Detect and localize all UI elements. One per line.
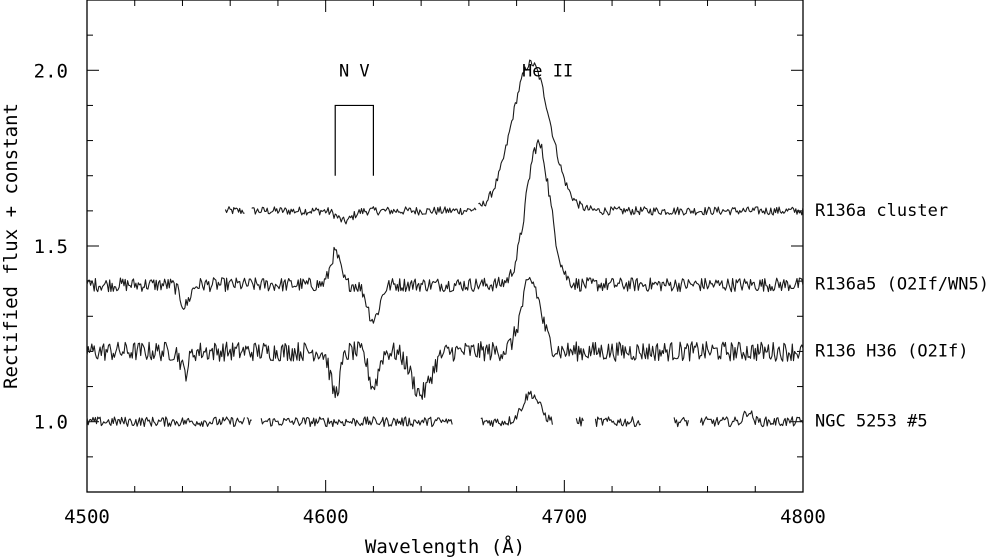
x-tick-label: 4600	[303, 506, 349, 528]
spectrum-series	[86, 59, 804, 428]
series-line-1	[86, 139, 804, 324]
y-tick-label: 1.0	[34, 412, 68, 434]
axis-ticks	[86, 0, 804, 493]
y-tick-label: 1.5	[34, 236, 68, 258]
x-tick-label: 4500	[64, 506, 110, 528]
line-annotation: N V	[339, 61, 370, 81]
plot-frame	[86, 0, 804, 493]
series-line-3	[260, 416, 453, 428]
series-line-3	[86, 416, 246, 428]
series-line-0	[224, 206, 245, 215]
series-label: R136 H36 (O2If)	[815, 341, 969, 361]
series-labels: R136a cluster R136a5 (O2If/WN5) R136 H36 (…	[815, 201, 989, 432]
series-line-3	[480, 390, 553, 428]
x-tick-label: 4800	[780, 506, 826, 528]
y-axis-label: Rectified flux + constant	[0, 103, 22, 389]
series-line-3	[246, 417, 252, 426]
series-line-3	[575, 416, 584, 427]
x-axis-label: Wavelength (Å)	[365, 535, 525, 558]
y-tick-labels: 1.0 1.5 2.0	[34, 60, 68, 433]
series-label: R136a5 (O2If/WN5)	[815, 275, 989, 295]
series-line-2	[86, 276, 804, 400]
y-tick-label: 2.0	[34, 60, 68, 82]
series-label: NGC 5253 #5	[815, 412, 928, 432]
series-line-3	[699, 410, 804, 428]
series-line-0	[478, 59, 804, 216]
series-line-3	[673, 416, 689, 428]
x-tick-labels: 4500 4600 4700 4800	[64, 506, 826, 528]
x-tick-label: 4700	[541, 506, 587, 528]
line-annotations: N V He II	[334, 61, 573, 176]
series-line-3	[594, 416, 642, 428]
series-line-0	[251, 206, 477, 225]
series-label: R136a cluster	[815, 201, 948, 221]
line-annotation: He II	[522, 61, 573, 81]
nv-bracket	[334, 104, 374, 176]
